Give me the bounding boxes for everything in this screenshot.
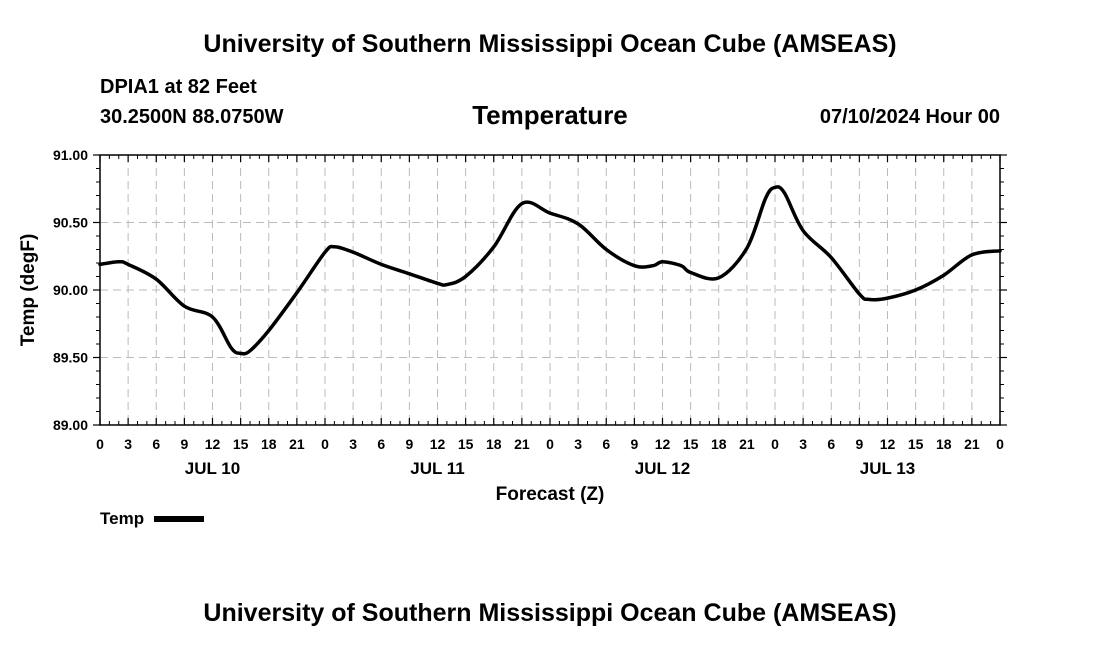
x-tick-label: 15 xyxy=(233,436,249,452)
x-tick-label: 0 xyxy=(771,436,779,452)
x-tick-label: 15 xyxy=(683,436,699,452)
day-label: JUL 12 xyxy=(635,459,690,478)
y-tick-label: 89.50 xyxy=(53,350,88,366)
run-time-label: 07/10/2024 Hour 00 xyxy=(819,106,1000,128)
x-tick-label: 9 xyxy=(405,436,413,452)
x-tick-label: 12 xyxy=(430,436,446,452)
x-tick-label: 6 xyxy=(602,436,610,452)
x-tick-label: 15 xyxy=(458,436,474,452)
x-tick-label: 12 xyxy=(880,436,896,452)
x-tick-label: 21 xyxy=(289,436,305,452)
legend-swatch xyxy=(154,516,205,522)
chart-title: Temperature xyxy=(472,100,628,130)
x-tick-label: 9 xyxy=(180,436,188,452)
x-tick-label: 18 xyxy=(711,436,727,452)
day-label: JUL 10 xyxy=(185,459,240,478)
plot-frame xyxy=(99,154,1001,426)
day-label: JUL 11 xyxy=(410,459,465,478)
x-tick-label: 6 xyxy=(377,436,385,452)
x-tick-label: 21 xyxy=(739,436,755,452)
x-tick-label: 0 xyxy=(546,436,554,452)
x-tick-label: 3 xyxy=(124,436,132,452)
legend: Temp xyxy=(100,509,205,529)
legend-label: Temp xyxy=(100,509,145,528)
x-tick-label: 18 xyxy=(261,436,277,452)
x-tick-label: 12 xyxy=(205,436,221,452)
x-tick-label: 3 xyxy=(574,436,582,452)
y-axis-label: Temp (degF) xyxy=(18,234,39,347)
day-label: JUL 13 xyxy=(860,459,915,478)
x-tick-label: 9 xyxy=(630,436,638,452)
x-tick-label: 12 xyxy=(655,436,671,452)
axis-labels: 0 3 6 9 12 15 18 21 0 3 6 9 12 15 18 21 0 3 6 9 12 15 18 21 0 3 6 9… xyxy=(53,147,1004,478)
station-label: DPIA1 at 82 Feet xyxy=(100,76,257,98)
y-tick-label: 89.00 xyxy=(53,417,88,433)
x-tick-label: 18 xyxy=(486,436,502,452)
x-tick-label: 0 xyxy=(321,436,329,452)
x-axis-label: Forecast (Z) xyxy=(496,484,605,505)
x-tick-label: 18 xyxy=(936,436,952,452)
coordinates-label: 30.2500N 88.0750W xyxy=(100,106,284,128)
y-tick-label: 91.00 xyxy=(53,147,88,163)
x-tick-label: 6 xyxy=(827,436,835,452)
y-tick-label: 90.00 xyxy=(53,282,88,298)
y-tick-label: 90.50 xyxy=(53,215,88,231)
footer-title: University of Southern Mississippi Ocean… xyxy=(203,599,897,627)
main-title: University of Southern Mississippi Ocean… xyxy=(203,30,897,58)
x-tick-label: 15 xyxy=(908,436,924,452)
x-tick-label: 9 xyxy=(855,436,863,452)
x-tick-label: 0 xyxy=(996,436,1004,452)
x-tick-label: 21 xyxy=(514,436,530,452)
x-tick-label: 21 xyxy=(964,436,980,452)
x-tick-label: 6 xyxy=(152,436,160,452)
series-line-temp xyxy=(98,185,1002,356)
x-tick-label: 0 xyxy=(96,436,104,452)
x-tick-label: 3 xyxy=(349,436,357,452)
x-tick-label: 3 xyxy=(799,436,807,452)
grid xyxy=(100,155,1000,425)
